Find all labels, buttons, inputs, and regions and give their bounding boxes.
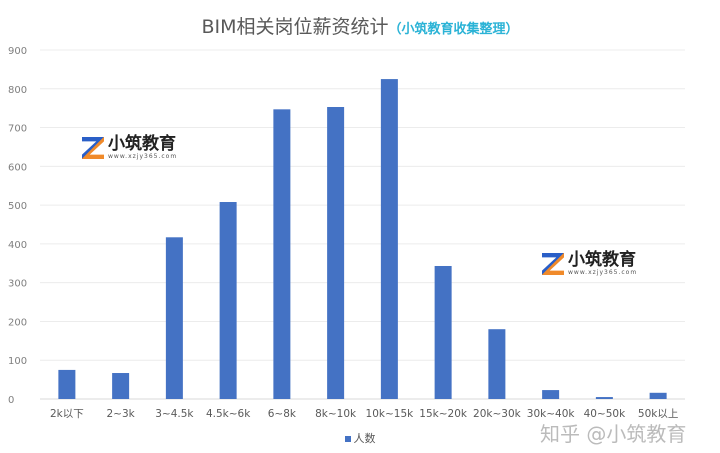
- y-tick-label: 200: [8, 317, 27, 328]
- x-tick-label: 10k~15k: [366, 408, 415, 420]
- legend-label: 人数: [353, 432, 376, 445]
- y-tick-label: 0: [8, 395, 14, 406]
- bar: [488, 329, 506, 399]
- legend-swatch: [344, 436, 351, 442]
- chart-title: BIM相关岗位薪资统计（小筑教育收集整理）: [0, 12, 720, 39]
- y-tick-label: 500: [8, 201, 27, 212]
- y-tick-label: 700: [8, 124, 27, 135]
- logo-url: www.xzjy365.com: [108, 153, 178, 160]
- y-tick-label: 600: [8, 162, 27, 173]
- x-tick-label: 4.5k~6k: [206, 408, 251, 420]
- logo-text: 小筑教育: [108, 134, 176, 154]
- x-tick-label: 40~50k: [584, 408, 627, 420]
- bar: [273, 109, 291, 399]
- x-tick-label: 2k以下: [50, 408, 84, 420]
- bar: [165, 237, 183, 399]
- bar: [58, 369, 76, 399]
- y-tick-label: 400: [8, 240, 27, 251]
- zhihu-watermark: 知乎 @小筑教育: [540, 422, 687, 446]
- y-tick-label: 100: [8, 356, 27, 367]
- x-tick-label: 15k~20k: [419, 408, 468, 420]
- logo-z-icon: [82, 137, 104, 159]
- title-main: BIM相关岗位薪资统计: [201, 16, 389, 38]
- x-tick-label: 3~4.5k: [155, 408, 194, 420]
- x-tick-label: 50k以上: [638, 408, 678, 420]
- y-tick-label: 300: [8, 279, 27, 290]
- bar: [595, 397, 613, 399]
- bar: [542, 390, 560, 399]
- legend: 人数: [0, 430, 720, 446]
- watermark-logo-2: 小筑教育 www.xzjy365.com: [542, 252, 637, 276]
- x-tick-label: 8k~10k: [315, 408, 357, 420]
- bar: [434, 265, 452, 399]
- y-tick-label: 800: [8, 85, 27, 96]
- bar: [219, 202, 237, 399]
- bar: [380, 79, 398, 399]
- x-tick-label: 30k~40k: [527, 408, 576, 420]
- y-tick-label: 900: [8, 46, 27, 57]
- watermark-logo-1: 小筑教育 www.xzjy365.com: [82, 136, 177, 160]
- bar: [649, 392, 667, 399]
- logo-z-icon: [542, 253, 564, 275]
- bar: [112, 373, 130, 399]
- title-subtitle: （小筑教育收集整理）: [388, 22, 519, 37]
- x-tick-label: 2~3k: [107, 408, 136, 420]
- x-tick-label: 6~8k: [268, 408, 297, 420]
- logo-url: www.xzjy365.com: [568, 269, 638, 276]
- bar: [327, 107, 345, 400]
- x-tick-label: 20k~30k: [473, 408, 522, 420]
- logo-text: 小筑教育: [568, 250, 636, 270]
